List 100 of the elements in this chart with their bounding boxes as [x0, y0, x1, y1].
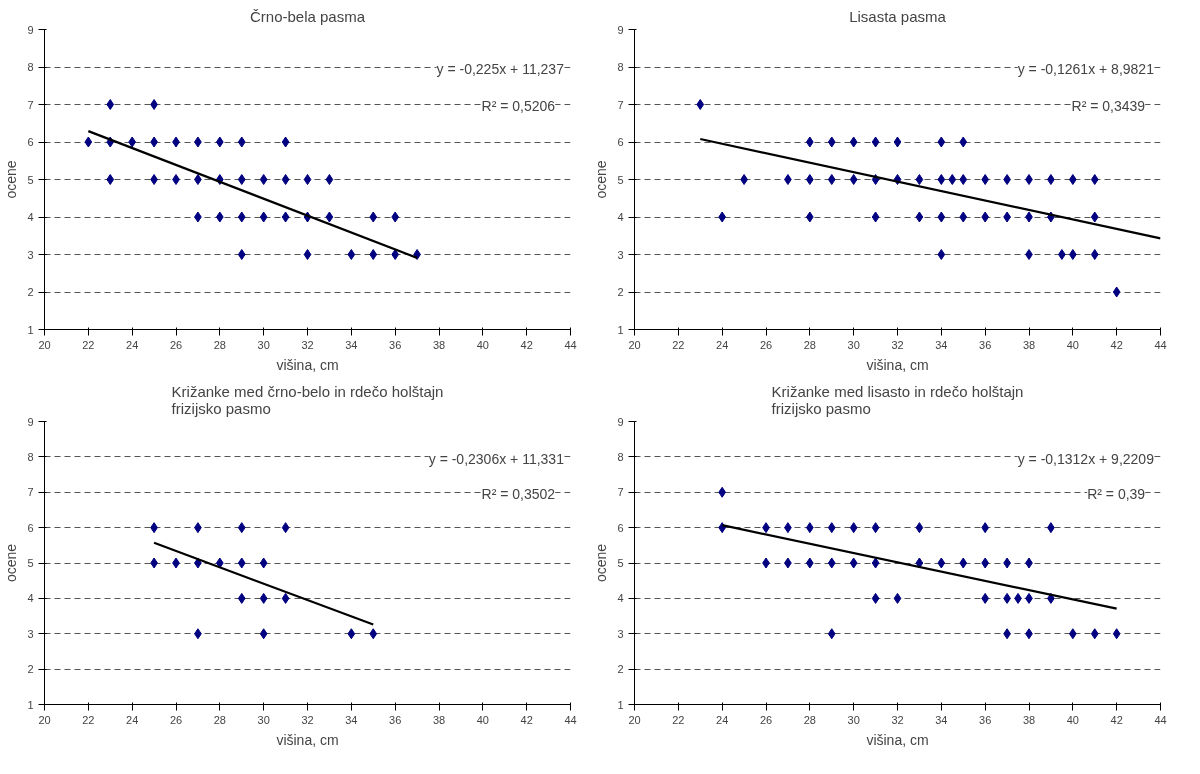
y-axis-title: ocene: [3, 543, 20, 583]
x-tick-label: 44: [564, 713, 577, 726]
x-tick-label: 24: [126, 713, 139, 726]
x-tick-label: 38: [1022, 713, 1036, 726]
annotation: y = -0,1312x + 9,2209: [1017, 450, 1155, 467]
x-tick-label: 44: [1154, 338, 1167, 351]
y-axis-title: ocene: [593, 543, 610, 583]
y-tick-label: 7: [27, 486, 34, 499]
y-axis-title: ocene: [593, 160, 610, 199]
y-tick-label: 8: [617, 450, 624, 463]
y-tick-label: 6: [27, 521, 34, 534]
x-tick-label: 32: [301, 713, 314, 726]
x-tick-label: 42: [1110, 338, 1123, 351]
x-tick-label: 22: [672, 713, 685, 726]
x-tick-label: 44: [1154, 713, 1167, 726]
x-tick-label: 42: [520, 713, 533, 726]
x-tick-label: 36: [979, 338, 992, 351]
x-tick-label: 20: [628, 713, 641, 726]
x-tick-label: 28: [803, 713, 816, 726]
x-tick-label: 20: [628, 338, 641, 351]
chart-title: Črno-bela pasma: [249, 7, 366, 25]
x-tick-label: 26: [169, 713, 183, 726]
x-tick-label: 26: [169, 338, 183, 351]
x-tick-label: 30: [257, 338, 270, 351]
chart-title: Križanke med lisasto in rdečo holštajn frizijsko pasmo: [771, 382, 1024, 417]
x-tick-label: 24: [716, 338, 729, 351]
y-tick-label: 1: [27, 323, 34, 336]
y-tick-label: 4: [27, 592, 34, 605]
x-axis-title: višina, cm: [866, 731, 929, 748]
x-tick-label: 22: [82, 713, 95, 726]
y-tick-label: 7: [617, 98, 624, 111]
x-tick-label: 22: [82, 338, 95, 351]
y-tick-label: 6: [617, 136, 624, 148]
y-tick-label: 9: [617, 23, 624, 36]
annotation: R² = 0,39: [1087, 486, 1146, 503]
x-tick-label: 42: [520, 338, 533, 351]
annotation: R² = 0,5206: [481, 98, 556, 115]
x-tick-label: 20: [38, 713, 51, 726]
y-tick-label: 4: [27, 211, 34, 223]
x-tick-label: 32: [891, 713, 904, 726]
x-tick-label: 24: [716, 713, 729, 726]
x-axis-title: višina, cm: [276, 731, 339, 748]
x-tick-label: 36: [979, 713, 992, 726]
x-tick-label: 40: [1066, 338, 1079, 351]
x-tick-label: 38: [432, 713, 446, 726]
y-tick-label: 3: [27, 248, 34, 261]
y-tick-label: 7: [27, 98, 34, 111]
y-tick-label: 9: [617, 415, 624, 428]
y-tick-label: 2: [27, 663, 34, 676]
x-axis-title: višina, cm: [866, 356, 929, 373]
annotation: R² = 0,3502: [481, 486, 556, 503]
x-tick-label: 32: [891, 338, 904, 351]
chart-title: Križanke med črno-belo in rdečo holštajn frizijsko pasmo: [171, 382, 444, 417]
y-tick-label: 6: [617, 521, 624, 534]
y-tick-label: 5: [27, 557, 34, 569]
x-tick-label: 28: [213, 713, 226, 726]
y-tick-label: 9: [27, 23, 34, 36]
y-tick-label: 2: [617, 286, 624, 298]
x-tick-label: 34: [345, 338, 358, 351]
x-tick-label: 22: [672, 338, 685, 351]
x-tick-label: 44: [564, 338, 577, 351]
y-tick-label: 5: [27, 173, 34, 186]
annotation: y = -0,225x + 11,237: [436, 60, 565, 77]
y-tick-label: 9: [27, 415, 34, 428]
x-tick-label: 36: [389, 713, 402, 726]
annotation: y = -0,2306x + 11,331: [428, 450, 565, 467]
x-tick-label: 38: [432, 338, 446, 351]
x-tick-label: 40: [476, 338, 489, 351]
y-tick-label: 5: [617, 557, 624, 569]
y-tick-label: 8: [617, 61, 624, 73]
y-axis-title: ocene: [3, 160, 20, 199]
x-tick-label: 26: [759, 338, 773, 351]
x-tick-label: 28: [803, 338, 816, 351]
y-tick-label: 7: [617, 486, 624, 499]
y-tick-label: 8: [27, 450, 34, 463]
y-tick-label: 2: [617, 663, 624, 676]
y-tick-label: 5: [617, 173, 624, 186]
x-tick-label: 26: [759, 713, 773, 726]
x-axis-title: višina, cm: [276, 356, 339, 373]
x-tick-label: 20: [38, 338, 51, 351]
y-tick-label: 4: [617, 592, 624, 605]
y-tick-label: 1: [617, 323, 624, 336]
y-tick-label: 4: [617, 211, 624, 223]
x-tick-label: 40: [476, 713, 489, 726]
x-tick-label: 34: [935, 713, 948, 726]
x-tick-label: 34: [935, 338, 948, 351]
chart-title: Lisasta pasma: [849, 7, 947, 25]
y-tick-label: 3: [617, 248, 624, 261]
y-tick-label: 1: [27, 698, 34, 711]
y-tick-label: 6: [27, 136, 34, 148]
y-tick-label: 3: [617, 627, 624, 640]
x-tick-label: 40: [1066, 713, 1079, 726]
annotation: R² = 0,3439: [1071, 98, 1146, 115]
y-tick-label: 3: [27, 627, 34, 640]
x-tick-label: 38: [1022, 338, 1036, 351]
x-tick-label: 30: [847, 713, 860, 726]
x-tick-label: 36: [389, 338, 402, 351]
y-tick-label: 2: [27, 286, 34, 298]
y-tick-label: 1: [617, 698, 624, 711]
y-tick-label: 8: [27, 61, 34, 73]
